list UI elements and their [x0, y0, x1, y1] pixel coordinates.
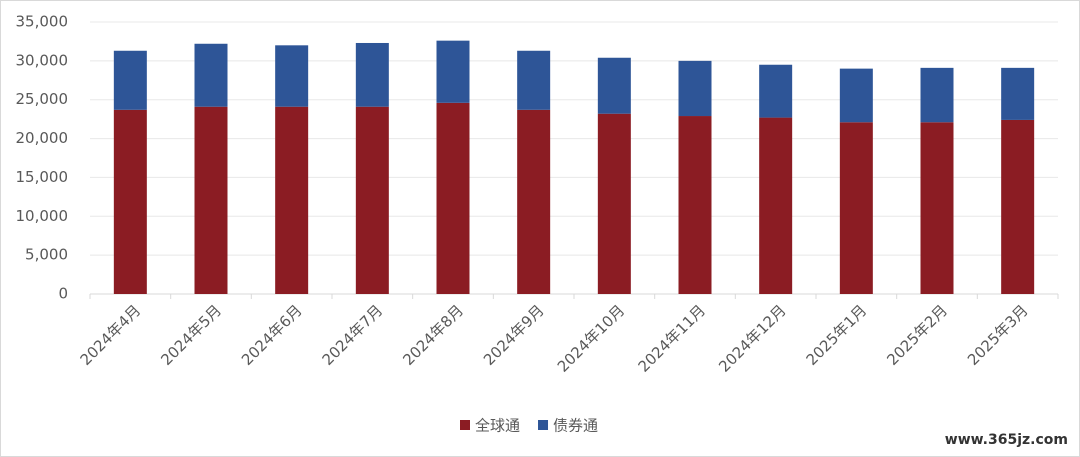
- bar-segment: [920, 67, 954, 123]
- legend-swatch: [460, 420, 470, 430]
- y-tick-label: 35,000: [16, 13, 69, 31]
- bar-segment: [597, 57, 631, 114]
- bar-segment: [839, 68, 873, 123]
- bar-segment: [759, 117, 793, 295]
- y-tick-label: 15,000: [16, 168, 69, 186]
- bar-segment: [1001, 67, 1035, 120]
- bar-segment: [275, 45, 309, 107]
- y-tick-label: 0: [58, 285, 68, 303]
- bar-segment: [759, 64, 793, 118]
- bar-segment: [436, 40, 470, 103]
- bar-segment: [355, 42, 389, 107]
- y-tick-label: 25,000: [16, 90, 69, 108]
- bar-segment: [678, 116, 712, 294]
- y-tick-label: 5,000: [25, 246, 68, 264]
- legend-swatch: [538, 420, 549, 430]
- legend-label: 全球通: [475, 417, 520, 435]
- bar-segment: [597, 113, 631, 295]
- y-tick-label: 20,000: [16, 129, 69, 147]
- legend-label: 债券通: [553, 417, 598, 435]
- bar-segment: [920, 122, 954, 294]
- bar-segment: [113, 50, 147, 110]
- bar-segment: [275, 106, 309, 294]
- bar-segment: [113, 109, 147, 295]
- watermark: www.365jz.com: [945, 432, 1068, 448]
- bar-segment: [1001, 119, 1035, 294]
- bar-segment: [678, 60, 712, 117]
- y-tick-label: 30,000: [16, 51, 69, 69]
- bar-segment: [194, 43, 228, 107]
- bar-segment: [839, 122, 873, 294]
- bar-segment: [355, 106, 389, 294]
- bar-segment: [517, 50, 551, 110]
- bar-segment: [517, 109, 551, 295]
- y-tick-label: 10,000: [16, 207, 69, 225]
- bar-segment: [194, 106, 228, 294]
- bar-segment: [436, 102, 470, 294]
